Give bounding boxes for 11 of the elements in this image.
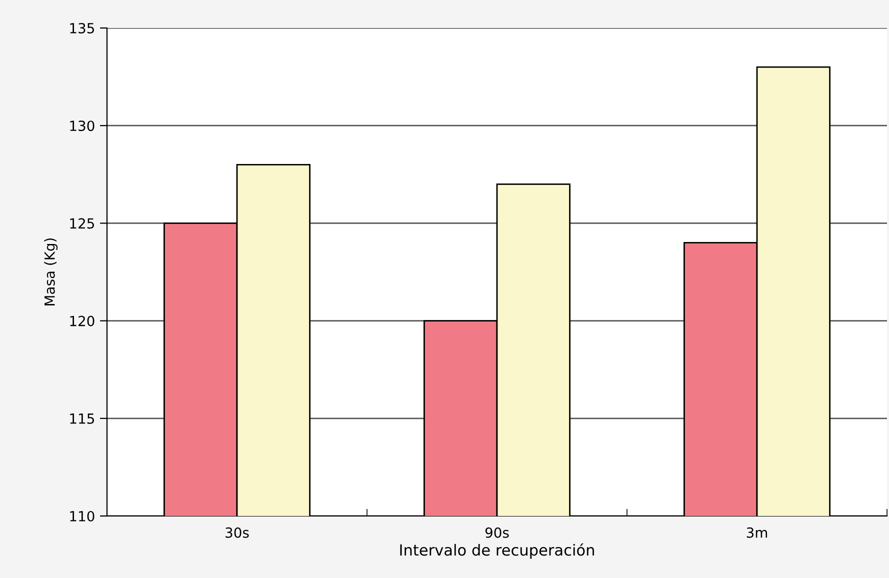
y-tick-label: 120 bbox=[70, 316, 94, 326]
x-tick-label: 3m bbox=[746, 527, 768, 538]
y-tick-label: 135 bbox=[70, 22, 94, 34]
y-axis-title: Masa (Kg) bbox=[44, 238, 58, 306]
y-tick-label: 130 bbox=[70, 120, 94, 132]
x-tick-label: 30s bbox=[226, 527, 249, 538]
x-axis-title: Intervalo de recuperación bbox=[400, 543, 594, 559]
x-tick-label: 90s bbox=[485, 527, 509, 538]
y-tick-label: 110 bbox=[70, 510, 94, 522]
y-tick-label: 125 bbox=[70, 218, 94, 229]
y-tick-label: 115 bbox=[70, 414, 94, 424]
